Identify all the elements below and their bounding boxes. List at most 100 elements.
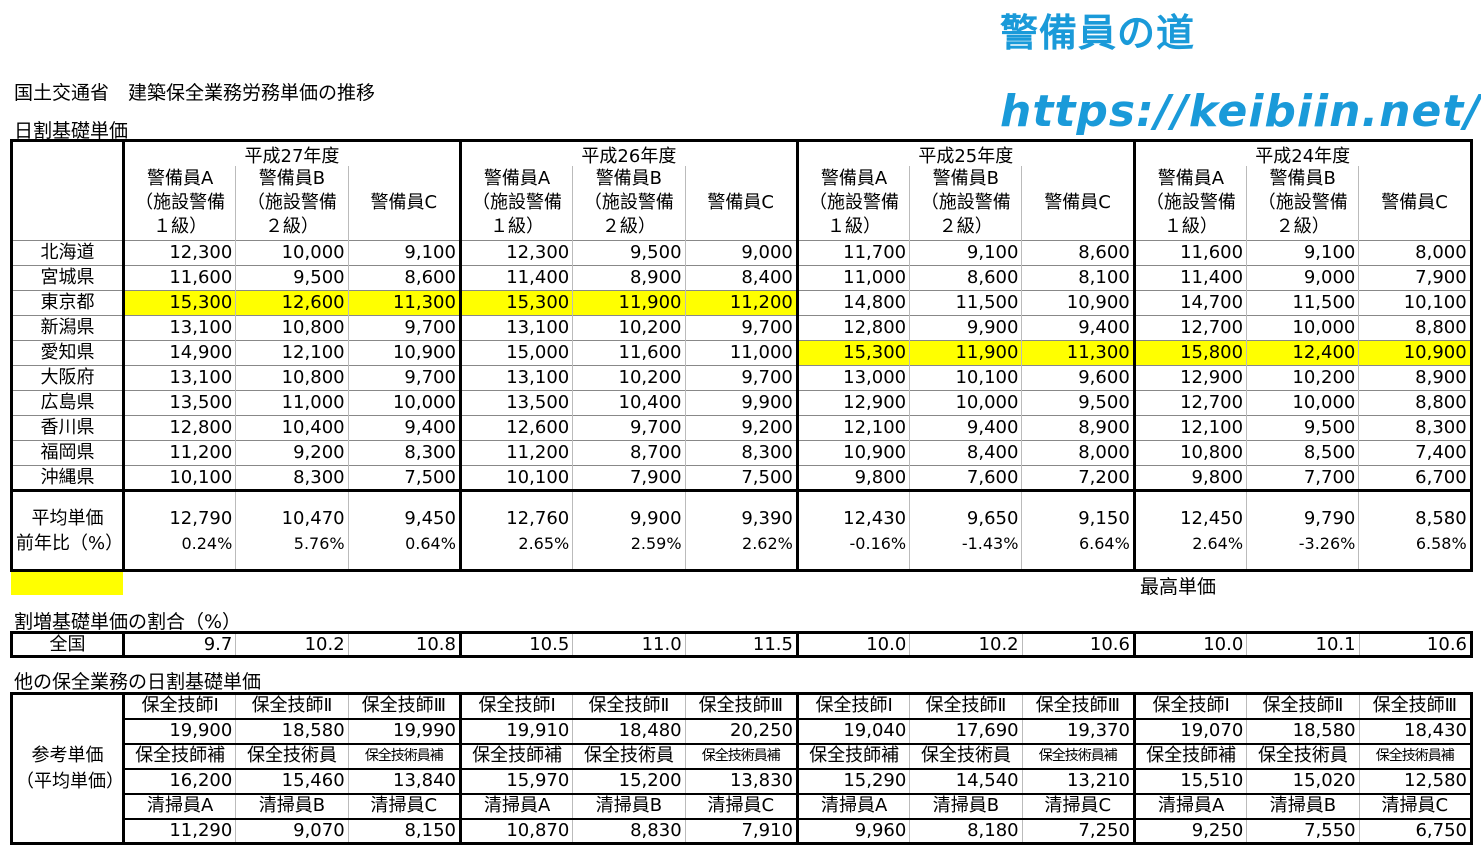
rate-cell: 10,000 <box>235 240 349 266</box>
legend-label: 最高単価 <box>1140 576 1217 598</box>
average-cell: 10,470 5.76% <box>235 489 349 571</box>
job-rate-cell: 19,900 <box>121 717 236 744</box>
rate-cell: 8,800 <box>1358 315 1472 341</box>
job-title-cell: 保全技師Ⅰ <box>1132 692 1247 719</box>
region-label: 福岡県 <box>11 440 124 466</box>
rate-cell: 11,000 <box>795 265 910 291</box>
region-label: 香川県 <box>11 415 124 441</box>
rate-cell: 10,900 <box>1358 340 1472 366</box>
rate-cell: 14,900 <box>121 340 236 366</box>
job-rate-cell: 13,840 <box>347 767 461 794</box>
year-header: 平成25年度 <box>795 140 1135 166</box>
job-title-cell: 保全技師Ⅲ <box>1358 692 1472 719</box>
daily-rate-table: 平成27年度 平成26年度 平成25年度 平成24年度 警備員A （施設警備 １級） 警備員B… <box>10 139 1473 572</box>
job-title-cell: 保全技師Ⅱ <box>909 692 1023 719</box>
job-title-cell: 保全技師補 <box>1132 742 1247 769</box>
yoy-value: 2.62% <box>742 533 793 553</box>
yoy-value: -3.26% <box>1298 533 1356 553</box>
category-label-line: 警備員B <box>932 167 999 189</box>
average-value: 10,470 <box>281 507 345 529</box>
category-header: 警備員C <box>1021 165 1135 241</box>
job-rate-cell: 7,550 <box>1246 817 1360 844</box>
section-title-other-services: 他の保全業務の日割基礎単価 <box>14 671 262 693</box>
rate-cell: 8,100 <box>1021 265 1135 291</box>
rate-cell: 11,500 <box>1246 290 1359 316</box>
job-rate-cell: 7,250 <box>1021 817 1135 844</box>
ratio-cell: 10.1 <box>1246 632 1360 657</box>
job-title-row: 保全技師補 保全技術員 保全技術員補 保全技師補 保全技術員 保全技術員補 保全技師補 保全技… <box>12 742 1472 769</box>
average-value: 8,580 <box>1415 507 1467 529</box>
table-row: 福岡県 11,200 9,200 8,300 11,200 8,700 8,300 10,90… <box>11 440 1472 466</box>
region-label: 愛知県 <box>11 340 124 366</box>
rate-cell: 8,900 <box>572 265 686 291</box>
rate-cell: 8,800 <box>1358 390 1472 416</box>
job-rate-cell: 12,580 <box>1358 767 1472 794</box>
average-row: 平均単価 前年比（%） 12,790 0.24% 10,470 5.76% 9,450 0.6… <box>11 489 1472 571</box>
rate-cell: 10,100 <box>458 465 573 491</box>
average-value: 12,790 <box>169 507 233 529</box>
average-cell: 9,650 -1.43% <box>909 489 1022 571</box>
job-title-cell: 清掃員A <box>1132 792 1247 819</box>
rate-cell: 9,400 <box>909 415 1022 441</box>
region-label: 沖縄県 <box>11 465 124 491</box>
rate-cell: 10,000 <box>1246 390 1359 416</box>
yoy-value: 2.64% <box>1192 533 1244 553</box>
rate-cell: 8,600 <box>1021 240 1135 266</box>
category-header: 警備員C <box>347 165 461 241</box>
rate-cell: 15,800 <box>1132 340 1247 366</box>
rate-cell: 9,700 <box>684 315 798 341</box>
job-title-cell: 保全技師補 <box>458 742 573 769</box>
job-rate-cell: 15,970 <box>458 767 573 794</box>
rate-cell: 10,200 <box>572 365 686 391</box>
rate-cell: 11,000 <box>684 340 798 366</box>
rate-cell: 8,000 <box>1358 240 1472 266</box>
average-label-cell: 平均単価 前年比（%） <box>11 489 124 571</box>
job-title-cell: 清掃員B <box>1246 792 1360 819</box>
rate-cell: 12,400 <box>1246 340 1359 366</box>
category-label-line: １級） <box>153 215 208 237</box>
category-label-line: １級） <box>490 215 545 237</box>
job-rate-cell: 15,460 <box>235 767 349 794</box>
job-rate-cell: 8,150 <box>347 817 461 844</box>
rate-cell: 8,300 <box>235 465 349 491</box>
rate-cell: 12,800 <box>795 315 910 341</box>
table-row: 大阪府 13,100 10,800 9,700 13,100 10,200 9,700 13,… <box>11 365 1472 391</box>
rate-cell: 13,100 <box>458 315 573 341</box>
category-label-line: （施設警備 <box>920 191 1011 213</box>
job-title-cell: 保全技師Ⅲ <box>347 692 461 719</box>
rate-cell: 9,800 <box>1132 465 1247 491</box>
rate-cell: 12,900 <box>795 390 910 416</box>
category-label-line: （施設警備 <box>1145 191 1236 213</box>
job-title-cell: 保全技師補 <box>121 742 236 769</box>
rate-cell: 13,000 <box>795 365 910 391</box>
category-label-line: （施設警備 <box>808 191 899 213</box>
category-label-line: 警備員B <box>595 167 663 189</box>
rate-cell: 11,500 <box>909 290 1022 316</box>
average-value: 9,900 <box>629 507 682 529</box>
rate-cell: 8,000 <box>1021 440 1135 466</box>
category-label-line: １級） <box>826 215 881 237</box>
job-rate-cell: 9,960 <box>795 817 910 844</box>
rate-cell: 10,400 <box>572 390 686 416</box>
rate-cell: 9,100 <box>1246 240 1359 266</box>
job-rate-cell: 18,580 <box>1246 717 1360 744</box>
average-value: 12,430 <box>843 507 907 529</box>
rate-cell: 11,600 <box>1132 240 1247 266</box>
rate-cell: 13,100 <box>121 315 236 341</box>
page-title: 国土交通省 建築保全業務労務単価の推移 <box>14 82 376 104</box>
job-rate-row: 19,900 18,580 19,990 19,910 18,480 20,250 19,0… <box>12 717 1472 744</box>
category-label: 警備員C <box>1044 191 1111 213</box>
yoy-value: 2.59% <box>630 533 682 553</box>
rate-cell: 10,800 <box>1132 440 1247 466</box>
average-cell: 9,900 2.59% <box>572 489 686 571</box>
category-header-row: 警備員A （施設警備 １級） 警備員B （施設警備 ２級） 警備員C 警備員A （施設警備 １級）… <box>12 165 1472 241</box>
rate-cell: 11,300 <box>1021 340 1135 366</box>
yoy-value: -0.16% <box>849 533 907 553</box>
rate-cell: 7,500 <box>347 465 461 491</box>
rate-cell: 12,700 <box>1132 390 1247 416</box>
job-title-cell: 清掃員C <box>684 792 798 819</box>
rate-cell: 11,000 <box>235 390 349 416</box>
rate-cell: 9,400 <box>347 415 461 441</box>
rate-cell: 10,100 <box>121 465 236 491</box>
job-rate-cell: 19,910 <box>458 717 573 744</box>
